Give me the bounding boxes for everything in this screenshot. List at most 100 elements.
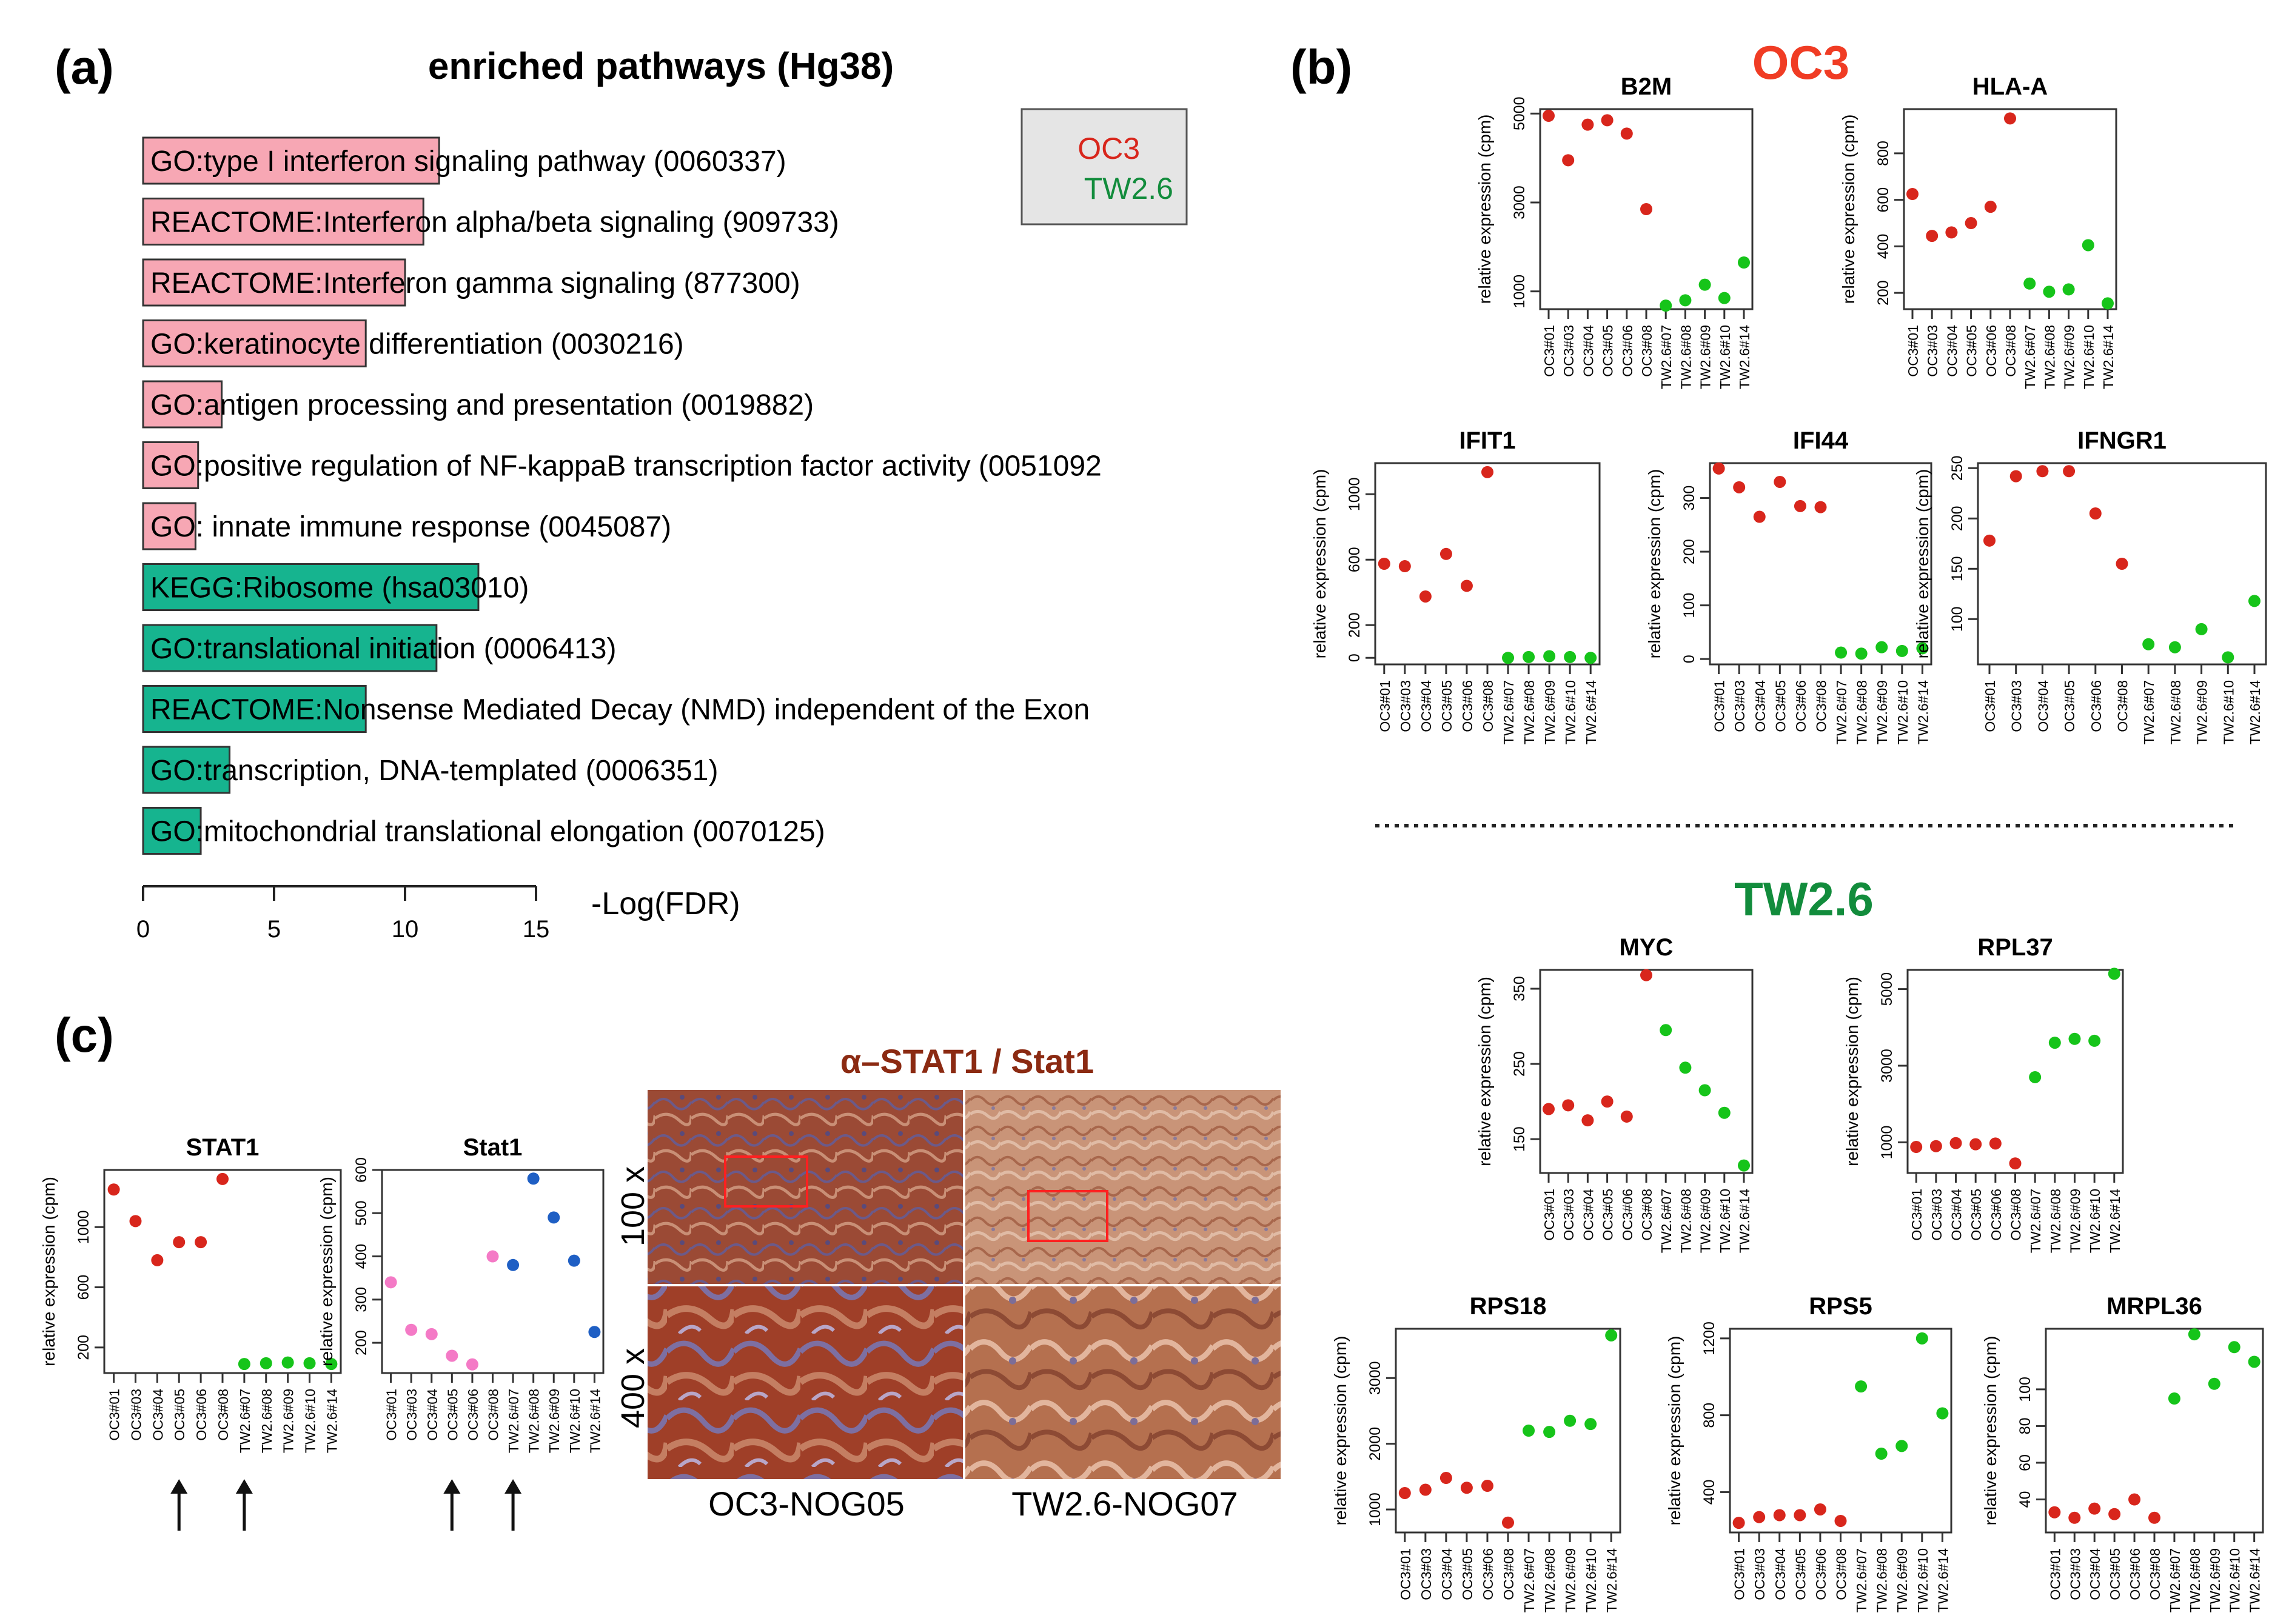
x-tick-label: OC3#03	[1732, 680, 1748, 732]
x-tick-label: TW2.6#07	[1854, 1548, 1869, 1612]
x-tick-label: OC3#08	[2147, 1548, 2163, 1600]
data-point	[1773, 1509, 1786, 1522]
x-tick-label: TW2.6#10	[1717, 325, 1733, 389]
x-tick-label: OC3#01	[1377, 680, 1393, 732]
data-point	[2222, 651, 2234, 664]
data-point	[1584, 1418, 1597, 1431]
scatter-plot-mrpl36: MRPL36 40 60 80 100 relative expression (cpm)…	[1981, 1293, 2264, 1612]
y-tick-label: 5000	[1878, 972, 1895, 1006]
pathway-bar	[142, 319, 367, 367]
y-tick-label: 600	[1346, 547, 1363, 572]
data-point	[1929, 1140, 1942, 1152]
panel-label-c: (c)	[55, 1008, 114, 1062]
y-tick-label: 200	[1875, 280, 1892, 306]
data-point	[1718, 1106, 1731, 1119]
x-tick-label: TW2.6#09	[1894, 1548, 1910, 1612]
ihc-tw-100x	[965, 1090, 1281, 1284]
data-point	[1679, 294, 1692, 307]
x-tick-label: TW2.6#14	[1935, 1548, 1951, 1612]
data-point	[2168, 1392, 2180, 1405]
legend-box: OC3 TW2.6	[1020, 108, 1188, 226]
scatter-plot-hla-a: HLA-A 200 400 600 800 relative expression (cp…	[1839, 73, 2117, 389]
x-tick-label: TW2.6#08	[2187, 1548, 2203, 1612]
x-tick-label: OC3#08	[1639, 325, 1655, 377]
data-point	[1378, 558, 1390, 570]
data-point	[1584, 652, 1597, 664]
data-point	[446, 1349, 458, 1362]
x-tick-label: TW2.6#10	[567, 1389, 583, 1453]
data-point	[486, 1250, 499, 1263]
pathway-bar	[142, 258, 406, 307]
x-tick-label: OC3#08	[1639, 1189, 1655, 1241]
x-tick-label: TW2.6#14	[587, 1389, 603, 1453]
pathway-x-tick-label: 15	[523, 916, 550, 943]
data-point	[548, 1211, 560, 1224]
y-tick-label: 1000	[75, 1210, 92, 1244]
data-point	[1969, 1138, 1982, 1151]
plot-frame	[1539, 969, 1754, 1174]
x-tick-label: TW2.6#10	[1895, 680, 1911, 744]
x-tick-label: OC3#01	[1905, 325, 1921, 377]
pathway-bar-label: GO:translational initiation (0006413)	[150, 633, 616, 665]
x-tick-label: TW2.6#08	[1678, 325, 1694, 389]
x-tick-label: TW2.6#09	[281, 1389, 297, 1453]
data-point	[1984, 201, 1997, 213]
plot-frame	[1729, 1328, 1952, 1534]
x-tick-label: OC3#04	[424, 1389, 440, 1441]
data-point	[1543, 110, 1555, 122]
y-tick-label: 600	[1875, 187, 1892, 213]
x-tick-label: OC3#05	[2107, 1548, 2123, 1600]
data-point	[1698, 1084, 1711, 1097]
data-point	[2168, 641, 2181, 653]
sample-arrow-head	[235, 1479, 253, 1494]
x-tick-label: OC3#01	[1398, 1548, 1413, 1600]
y-tick-label: 0	[1346, 653, 1363, 662]
x-tick-label: TW2.6#08	[1521, 680, 1537, 744]
sample-arrow-head	[504, 1479, 522, 1494]
data-point	[1794, 1509, 1806, 1522]
data-point	[1895, 644, 1908, 657]
y-tick-label: 400	[1875, 234, 1892, 259]
y-axis-label: relative expression (cpm)	[1843, 977, 1862, 1166]
data-point	[405, 1323, 418, 1336]
data-point	[151, 1254, 164, 1266]
y-tick-label: 2000	[1367, 1427, 1384, 1461]
data-point	[1753, 510, 1766, 523]
y-axis-label: relative expression (cpm)	[39, 1177, 58, 1366]
data-point	[466, 1358, 478, 1371]
data-point	[1439, 1472, 1452, 1485]
data-point	[1562, 1099, 1575, 1112]
x-tick-label: OC3#01	[1541, 325, 1557, 377]
y-axis-label: relative expression (cpm)	[1913, 469, 1932, 659]
x-tick-label: TW2.6#08	[526, 1389, 542, 1453]
data-point	[1502, 1516, 1514, 1529]
data-point	[2068, 1511, 2081, 1524]
data-point	[1398, 560, 1411, 573]
pathway-bar-label: GO:transcription, DNA-templated (0006351…	[150, 755, 718, 787]
pathway-bar	[142, 502, 196, 550]
y-tick-label: 250	[1949, 455, 1966, 481]
data-point	[1605, 1329, 1618, 1342]
data-point	[303, 1357, 316, 1369]
data-point	[1875, 1448, 1888, 1460]
y-tick-label: 300	[1681, 486, 1698, 511]
x-tick-label: TW2.6#14	[2107, 1189, 2123, 1253]
x-tick-label: OC3#04	[1439, 1548, 1455, 1600]
data-point	[1965, 217, 1977, 230]
y-tick-label: 400	[353, 1244, 370, 1269]
x-tick-label: OC3#03	[1561, 325, 1577, 377]
panel-label-a: (a)	[55, 40, 114, 94]
x-tick-label: TW2.6#14	[2247, 680, 2263, 744]
y-tick-label: 1000	[1878, 1126, 1895, 1160]
y-axis-label: relative expression (cpm)	[1475, 977, 1494, 1166]
data-point	[2195, 623, 2208, 635]
x-tick-label: OC3#03	[404, 1389, 420, 1441]
x-tick-label: OC3#05	[1792, 1548, 1808, 1600]
x-tick-label: OC3#05	[1460, 1548, 1475, 1600]
data-point	[1753, 1511, 1766, 1523]
pathway-bar-label: GO:positive regulation of NF-kappaB tran…	[150, 450, 1102, 483]
x-tick-label: TW2.6#10	[1717, 1189, 1733, 1253]
data-point	[1481, 466, 1493, 478]
pathway-chart-title: enriched pathways (Hg38)	[428, 45, 894, 87]
